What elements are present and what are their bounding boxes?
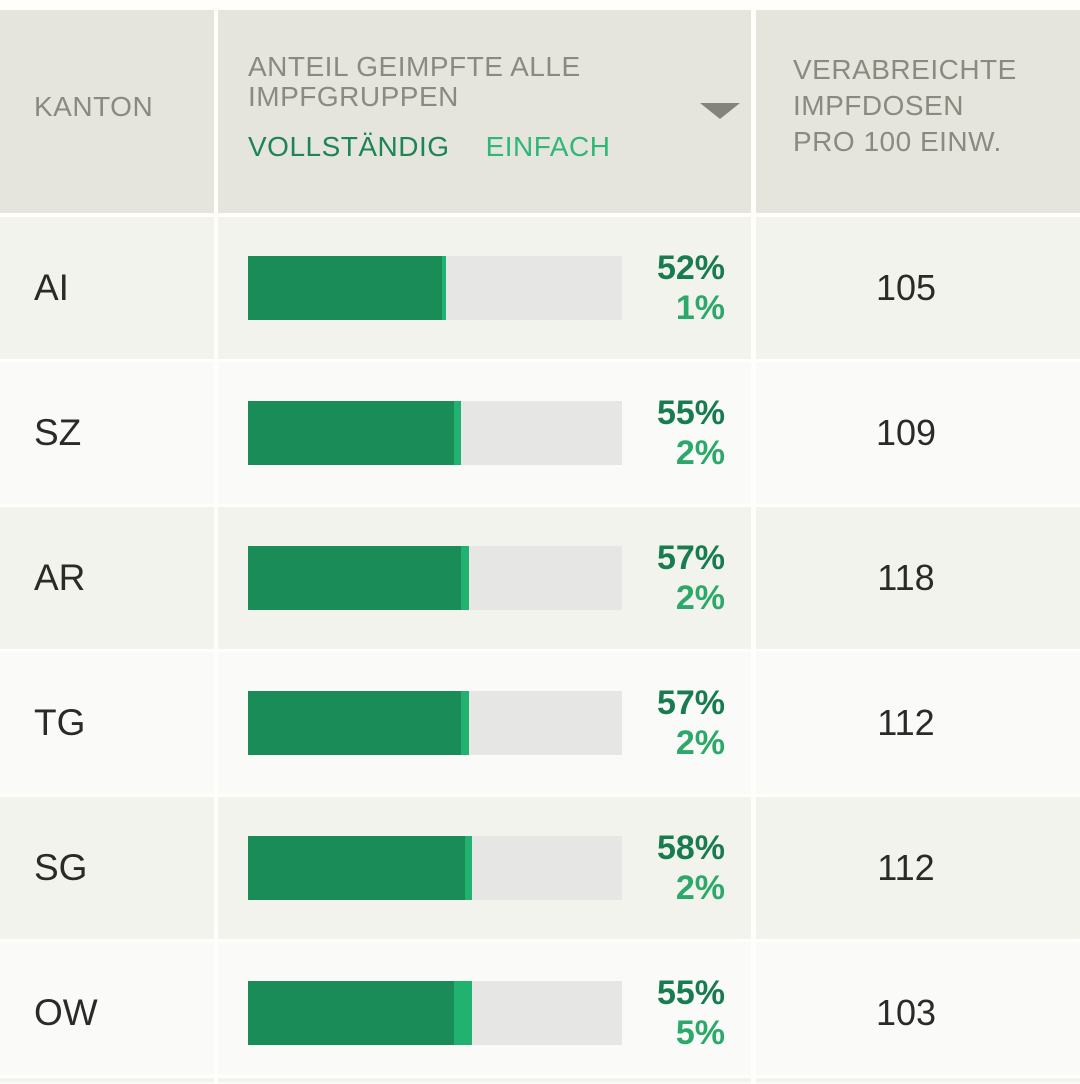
anteil-cell: 55% 5% — [218, 942, 751, 1084]
bar-einfach-segment — [453, 981, 473, 1045]
vaccination-bar — [248, 691, 622, 755]
vaccination-bar — [248, 981, 622, 1045]
vollstaendig-percentage: 55% — [656, 394, 725, 432]
header-kanton-label: KANTON — [34, 91, 154, 122]
kanton-cell: SG — [0, 797, 214, 939]
dosen-cell: 103 — [756, 942, 1080, 1084]
percentage-labels: 55% 5% — [657, 973, 725, 1053]
einfach-percentage: 2% — [675, 724, 725, 762]
percentage-labels: 58% 2% — [657, 828, 725, 908]
legend-einfach: EINFACH — [485, 131, 611, 162]
table-row: TG 57% 2% 112 — [0, 652, 1080, 794]
table-row: AR 57% 2% 118 — [0, 507, 1080, 649]
bar-vollstaendig-segment — [248, 691, 462, 755]
header-anteil-line2: IMPFGRUPPEN — [248, 81, 459, 112]
kanton-label: AR — [34, 557, 86, 598]
dosen-cell: 118 — [756, 507, 1080, 649]
header-anteil-geimpfte[interactable]: ANTEIL GEIMPFTE ALLE IMPFGRUPPEN VOLLSTÄ… — [218, 10, 751, 213]
vollstaendig-percentage: 57% — [656, 539, 725, 577]
header-impfdosen-line2: IMPFDOSEN — [793, 90, 964, 121]
dosen-value: 112 — [877, 702, 935, 743]
kanton-label: TG — [34, 702, 86, 743]
vaccination-bar — [248, 256, 622, 320]
header-impfdosen[interactable]: VERABREICHTE IMPFDOSEN PRO 100 EINW. — [756, 10, 1080, 213]
dosen-value: 105 — [875, 267, 937, 308]
bar-vollstaendig-segment — [248, 546, 462, 610]
table-row: AI 52% 1% 105 — [0, 217, 1080, 359]
percentage-labels: 52% 1% — [657, 248, 725, 328]
vaccination-bar — [248, 546, 622, 610]
dosen-cell: 109 — [756, 362, 1080, 504]
bar-einfach-segment — [442, 256, 447, 320]
anteil-cell: 58% 2% — [218, 797, 751, 939]
bar-vollstaendig-segment — [248, 981, 454, 1045]
einfach-percentage: 1% — [675, 289, 725, 327]
kanton-label: SG — [34, 847, 88, 888]
kanton-label: AI — [34, 267, 69, 308]
anteil-cell: 55% 2% — [218, 362, 751, 504]
einfach-percentage: 2% — [675, 869, 725, 907]
bar-vollstaendig-segment — [248, 401, 454, 465]
kanton-label: SZ — [34, 412, 82, 453]
percentage-labels: 57% 2% — [657, 538, 725, 618]
vaccination-bar — [248, 836, 622, 900]
percentage-labels: 55% 2% — [657, 393, 725, 473]
header-kanton[interactable]: KANTON — [0, 10, 214, 213]
header-impfdosen-line1: VERABREICHTE — [793, 54, 1017, 85]
dosen-value: 112 — [877, 847, 935, 888]
table-header: KANTON ANTEIL GEIMPFTE ALLE IMPFGRUPPEN … — [0, 10, 1080, 213]
kanton-cell: SZ — [0, 362, 214, 504]
dosen-cell: 112 — [756, 797, 1080, 939]
clipped-next-row — [0, 1075, 1080, 1082]
table-row: OW 55% 5% 103 — [0, 942, 1080, 1084]
table-row: SZ 55% 2% 109 — [0, 362, 1080, 504]
dosen-cell: 105 — [756, 217, 1080, 359]
bar-einfach-segment — [453, 401, 462, 465]
kanton-cell: TG — [0, 652, 214, 794]
vollstaendig-percentage: 58% — [656, 829, 725, 867]
dosen-value: 103 — [875, 992, 937, 1033]
legend-vollstaendig: VOLLSTÄNDIG — [248, 131, 450, 162]
bar-legend: VOLLSTÄNDIG EINFACH — [248, 132, 751, 162]
header-impfdosen-line3: PRO 100 EINW. — [793, 126, 1002, 157]
header-anteil-line1: ANTEIL GEIMPFTE ALLE — [248, 51, 581, 82]
percentage-labels: 57% 2% — [657, 683, 725, 763]
einfach-percentage: 2% — [675, 434, 725, 472]
bar-vollstaendig-segment — [248, 836, 465, 900]
anteil-cell: 57% 2% — [218, 652, 751, 794]
einfach-percentage: 5% — [675, 1014, 725, 1052]
kanton-cell: OW — [0, 942, 214, 1084]
kanton-cell: AR — [0, 507, 214, 649]
bar-einfach-segment — [461, 691, 469, 755]
dosen-cell: 112 — [756, 652, 1080, 794]
vaccination-bar — [248, 401, 622, 465]
dosen-value: 109 — [875, 412, 937, 453]
kanton-label: OW — [34, 992, 98, 1033]
row-divider — [0, 1075, 1080, 1078]
table-body: AI 52% 1% 105 SZ 55% 2% — [0, 217, 1080, 1084]
anteil-cell: 57% 2% — [218, 507, 751, 649]
sort-descending-icon[interactable] — [700, 103, 740, 119]
dosen-value: 118 — [877, 557, 935, 598]
kanton-cell: AI — [0, 217, 214, 359]
anteil-cell: 52% 1% — [218, 217, 751, 359]
bar-einfach-segment — [461, 546, 469, 610]
vollstaendig-percentage: 57% — [656, 684, 725, 722]
bar-einfach-segment — [464, 836, 473, 900]
einfach-percentage: 2% — [675, 579, 725, 617]
vollstaendig-percentage: 52% — [656, 249, 725, 287]
bar-vollstaendig-segment — [248, 256, 443, 320]
table-row: SG 58% 2% 112 — [0, 797, 1080, 939]
vollstaendig-percentage: 55% — [656, 974, 725, 1012]
